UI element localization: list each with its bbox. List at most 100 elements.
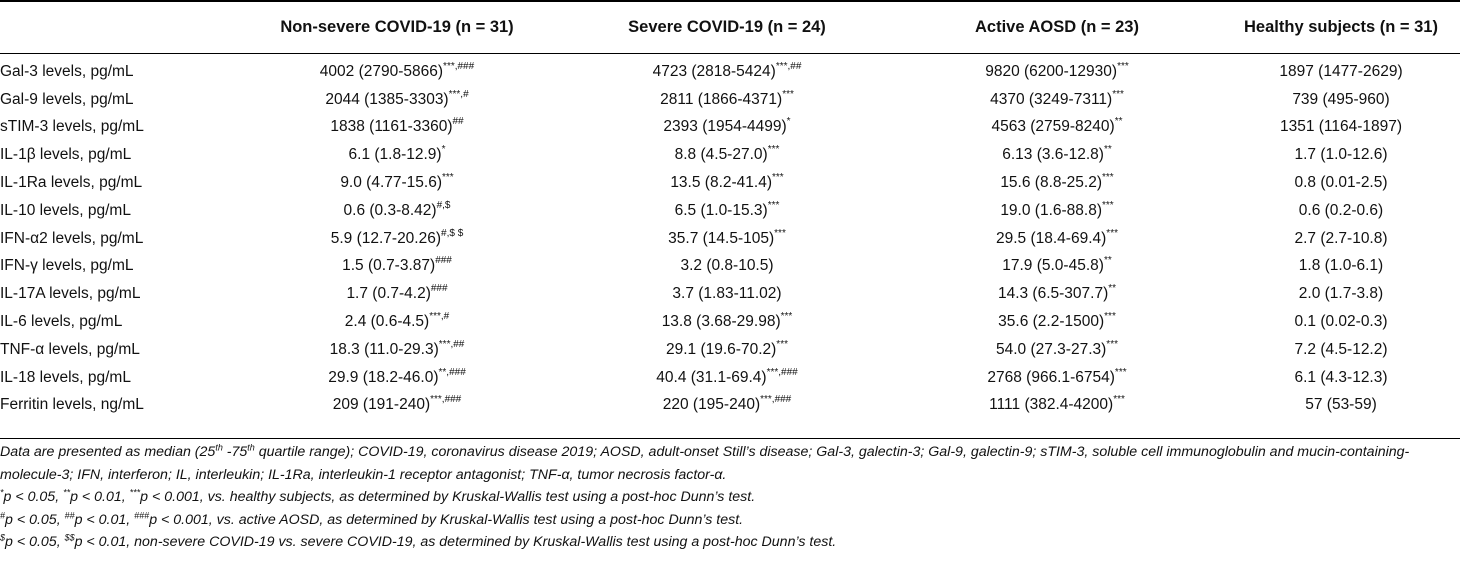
cell-value: 0.6 (0.3-8.42) [343, 201, 437, 219]
table-row: IFN-γ levels, pg/mL 1.5 (0.7-3.87)### 3.2 … [0, 253, 1460, 281]
cell-value: 0.8 (0.01-2.5) [1294, 174, 1388, 192]
table-cell: 57 (53-59) [1222, 392, 1460, 420]
significance-marker: #,$ $ [441, 227, 464, 239]
table-cell: 7.2 (4.5-12.2) [1222, 336, 1460, 364]
significance-marker: #,$ [436, 199, 451, 211]
header-cell: Non-severe COVID-19 (n = 31) [280, 17, 514, 36]
significance-marker: ***,### [430, 394, 462, 406]
row-label: IL-1β levels, pg/mL [0, 146, 132, 164]
cell-value: 6.1 (4.3-12.3) [1294, 368, 1388, 386]
cell-value: 57 (53-59) [1305, 396, 1377, 414]
table-row: Gal-3 levels, pg/mL 4002 (2790-5866)***,#… [0, 54, 1460, 86]
table-cell: 1351 (1164-1897) [1222, 114, 1460, 142]
significance-marker: ### [430, 283, 448, 295]
significance-marker: ***,# [429, 310, 450, 322]
cell-value: 35.7 (14.5-105) [668, 229, 775, 247]
significance-marker: ***,### [766, 366, 798, 378]
table-cell: 9820 (6200-12930)*** [892, 54, 1222, 86]
cell-value: 4723 (2818-5424) [652, 62, 776, 80]
table-cell: 2811 (1866-4371)*** [562, 86, 892, 114]
significance-marker: *** [1112, 88, 1124, 100]
cell-value: 6.5 (1.0-15.3) [674, 201, 768, 219]
table-row: IFN-α2 levels, pg/mL 5.9 (12.7-20.26)#,$ … [0, 225, 1460, 253]
table-cell: 1.7 (0.7-4.2)### [232, 280, 562, 308]
table-cell: 4723 (2818-5424)***,## [562, 54, 892, 86]
cell-value: 9820 (6200-12930) [985, 62, 1118, 80]
table-cell: 4370 (3249-7311)*** [892, 86, 1222, 114]
header-cell: Severe COVID-19 (n = 24) [628, 17, 826, 36]
table-cell: 0.6 (0.2-0.6) [1222, 197, 1460, 225]
row-label: IL-1Ra levels, pg/mL [0, 174, 143, 192]
significance-marker: ** [1103, 144, 1112, 156]
cell-value: 4370 (3249-7311) [990, 90, 1113, 108]
cell-value: 5.9 (12.7-20.26) [330, 229, 442, 247]
table-cell: 739 (495-960) [1222, 86, 1460, 114]
cell-value: 2.4 (0.6-4.5) [344, 313, 430, 331]
table-cell: 1.7 (1.0-12.6) [1222, 141, 1460, 169]
footnote-aosd: #p < 0.05, ##p < 0.01, ###p < 0.001, vs.… [0, 509, 744, 528]
cell-value: 17.9 (5.0-45.8) [1002, 257, 1104, 275]
row-label: TNF-α levels, pg/mL [0, 340, 140, 358]
table-cell: 2.7 (2.7-10.8) [1222, 225, 1460, 253]
row-label: IL-18 levels, pg/mL [0, 368, 131, 386]
significance-marker: *** [772, 171, 784, 183]
table-cell: 29.1 (19.6-70.2)*** [562, 336, 892, 364]
cytokine-table: Non-severe COVID-19 (n = 31) Severe COVI… [0, 17, 1460, 420]
table-row: IL-18 levels, pg/mL 29.9 (18.2-46.0)**,##… [0, 364, 1460, 392]
table-cell: 8.8 (4.5-27.0)*** [562, 141, 892, 169]
significance-marker: *** [767, 144, 780, 156]
table-cell: 3.2 (0.8-10.5) [562, 253, 892, 281]
significance-marker: ***,# [448, 88, 469, 100]
table-cell: 14.3 (6.5-307.7)** [892, 280, 1222, 308]
cell-value: 1111 (382.4-4200) [989, 396, 1114, 414]
table-cell: 2.4 (0.6-4.5)***,# [232, 308, 562, 336]
table-cell: 3.7 (1.83-11.02) [562, 280, 892, 308]
table-row: sTIM-3 levels, pg/mL 1838 (1161-3360)## 23… [0, 114, 1460, 142]
cell-value: 1.7 (1.0-12.6) [1294, 146, 1388, 164]
table-row: IL-10 levels, pg/mL 0.6 (0.3-8.42)#,$ 6.5 … [0, 197, 1460, 225]
significance-marker: ** [1114, 116, 1123, 128]
cell-value: 2044 (1385-3303) [325, 90, 449, 108]
table-cell: 18.3 (11.0-29.3)***,## [232, 336, 562, 364]
row-label: Gal-3 levels, pg/mL [0, 62, 134, 80]
cell-value: 15.6 (8.8-25.2) [1000, 174, 1102, 192]
cell-value: 1838 (1161-3360) [330, 118, 453, 136]
cell-value: 2.0 (1.7-3.8) [1298, 285, 1384, 303]
table-cell: 54.0 (27.3-27.3)*** [892, 336, 1222, 364]
significance-marker: *** [1117, 60, 1129, 72]
significance-marker: *** [767, 199, 780, 211]
table-cell: 0.1 (0.02-0.3) [1222, 308, 1460, 336]
significance-marker: ***,## [775, 60, 802, 72]
significance-marker: ** [1108, 283, 1117, 295]
table-cell: 6.1 (4.3-12.3) [1222, 364, 1460, 392]
cell-value: 29.9 (18.2-46.0) [328, 368, 439, 386]
cell-value: 4002 (2790-5866) [319, 62, 444, 80]
significance-marker: *** [1106, 338, 1118, 350]
table-row: TNF-α levels, pg/mL 18.3 (11.0-29.3)***,#… [0, 336, 1460, 364]
table-cell: 209 (191-240)***,### [232, 392, 562, 420]
cell-value: 2811 (1866-4371) [660, 90, 783, 108]
cell-value: 209 (191-240) [332, 396, 431, 414]
row-label: sTIM-3 levels, pg/mL [0, 118, 144, 136]
footnote-severity: $p < 0.05, $$p < 0.01, non-severe COVID-… [0, 532, 837, 550]
significance-marker: ### [435, 255, 452, 267]
cell-value: 1.5 (0.7-3.87) [342, 257, 436, 275]
cell-value: 1.7 (0.7-4.2) [346, 285, 431, 303]
table-cell: 0.6 (0.3-8.42)#,$ [232, 197, 562, 225]
significance-marker: ***,### [443, 60, 475, 72]
significance-marker: *** [1102, 199, 1114, 211]
row-label: IL-10 levels, pg/mL [0, 201, 131, 219]
table-row: Gal-9 levels, pg/mL 2044 (1385-3303)***,#… [0, 86, 1460, 114]
table-cell: 6.5 (1.0-15.3)*** [562, 197, 892, 225]
significance-marker: *** [1113, 394, 1125, 406]
cell-value: 1351 (1164-1897) [1279, 118, 1403, 136]
table-cell: 1111 (382.4-4200)*** [892, 392, 1222, 420]
table-row: IL-1Ra levels, pg/mL 9.0 (4.77-15.6)*** 13… [0, 169, 1460, 197]
significance-marker: *** [1106, 227, 1118, 239]
cell-value: 3.7 (1.83-11.02) [672, 285, 782, 303]
cell-value: 18.3 (11.0-29.3) [329, 340, 439, 358]
cell-value: 2393 (1954-4499) [663, 118, 787, 136]
significance-marker: * [441, 144, 446, 156]
footnote-healthy: *p < 0.05, **p < 0.01, ***p < 0.001, vs.… [0, 487, 756, 505]
cell-value: 739 (495-960) [1292, 90, 1390, 108]
